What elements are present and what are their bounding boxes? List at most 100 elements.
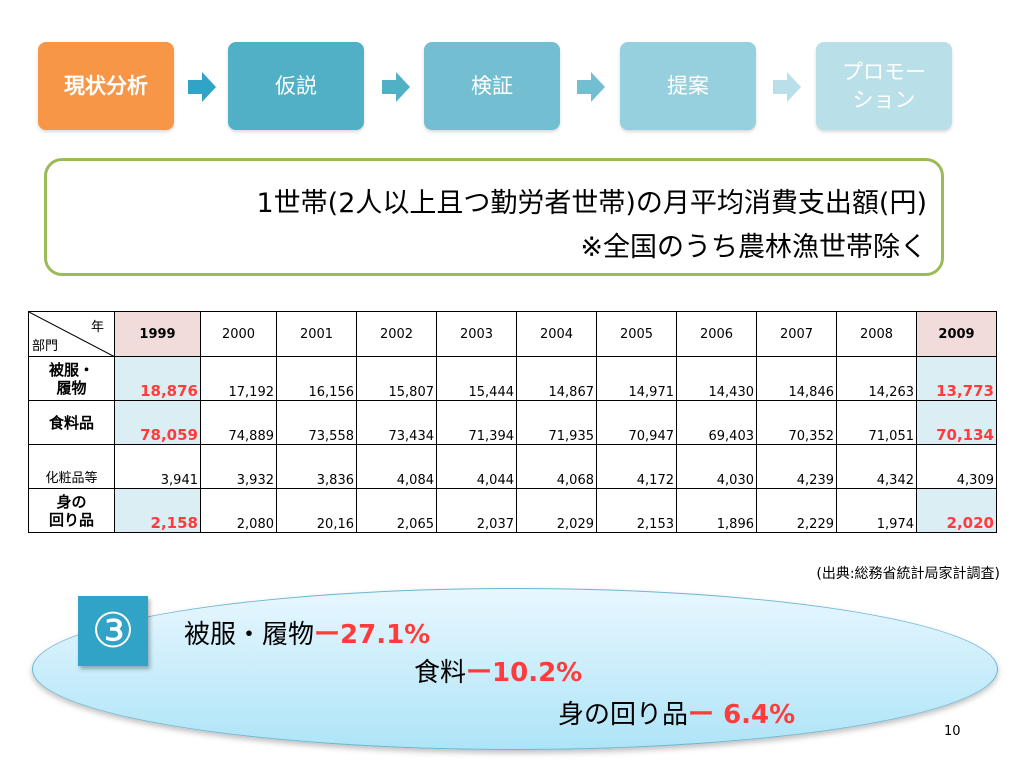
- step-label: 提案: [667, 74, 709, 98]
- value-cell: 70,947: [596, 400, 677, 445]
- step-label: 検証: [471, 74, 513, 98]
- value-cell: 1,896: [676, 488, 757, 533]
- step-label-line1: プロモー: [842, 60, 926, 84]
- category-line1: 食料品: [48, 413, 94, 432]
- row-category: 食料品: [28, 400, 115, 445]
- value-cell: 14,971: [596, 356, 677, 401]
- year-header: 2005: [596, 311, 677, 357]
- value-cell: 14,263: [836, 356, 917, 401]
- value-cell: 1,974: [836, 488, 917, 533]
- step-label: 現状分析: [64, 74, 148, 98]
- diagonal-line: [29, 312, 115, 357]
- value-cell: 18,876: [114, 356, 201, 401]
- table-row: 食料品 78,059 74,889 73,558 73,434 71,394 7…: [28, 400, 997, 445]
- year-header: 2001: [276, 311, 357, 357]
- value-cell: 71,394: [436, 400, 517, 445]
- value-cell: 4,044: [436, 444, 517, 489]
- value-cell: 3,932: [200, 444, 277, 489]
- value-cell: 73,434: [356, 400, 437, 445]
- value-cell: 4,309: [916, 444, 997, 489]
- year-header: 2007: [756, 311, 837, 357]
- value-cell: 4,068: [516, 444, 597, 489]
- summary-item-personal: 身の回り品ー 6.4%: [558, 694, 795, 731]
- value-cell: 70,134: [916, 400, 997, 445]
- step-label: 仮説: [275, 74, 317, 98]
- summary-label: 被服・履物: [184, 620, 315, 650]
- arrow-right-icon: [773, 72, 801, 102]
- value-cell: 15,444: [436, 356, 517, 401]
- value-cell: 17,192: [200, 356, 277, 401]
- value-cell: 4,342: [836, 444, 917, 489]
- step-hypothesis[interactable]: 仮説: [228, 42, 364, 130]
- circled-three-badge: ③: [78, 596, 148, 666]
- value-cell: 15,807: [356, 356, 437, 401]
- value-cell: 4,239: [756, 444, 837, 489]
- corner-cell: 年 部門: [28, 311, 115, 357]
- summary-item-clothing: 被服・履物ー27.1%: [184, 614, 430, 651]
- category-line2: 履物: [56, 378, 87, 397]
- value-cell: 74,889: [200, 400, 277, 445]
- value-cell: 2,037: [436, 488, 517, 533]
- value-cell: 14,430: [676, 356, 757, 401]
- value-cell: 71,935: [516, 400, 597, 445]
- value-cell: 69,403: [676, 400, 757, 445]
- summary-pct: ー27.1%: [314, 620, 431, 650]
- value-cell: 3,941: [114, 444, 201, 489]
- value-cell: 4,084: [356, 444, 437, 489]
- year-header: 2008: [836, 311, 917, 357]
- summary-item-food: 食料ー10.2%: [414, 652, 582, 689]
- arrow-right-icon: [577, 72, 605, 102]
- value-cell: 2,065: [356, 488, 437, 533]
- value-cell: 73,558: [276, 400, 357, 445]
- value-cell: 2,229: [756, 488, 837, 533]
- value-cell: 4,172: [596, 444, 677, 489]
- title-line2: ※全国のうち農林漁世帯除く: [580, 232, 927, 263]
- value-cell: 16,156: [276, 356, 357, 401]
- summary-pct: ー 6.4%: [688, 700, 796, 730]
- category-line1: 化粧品等: [45, 471, 98, 486]
- summary-label: 身の回り品: [558, 700, 689, 730]
- year-header: 2009: [916, 311, 997, 357]
- summary-pct: ー10.2%: [466, 658, 583, 688]
- corner-year-label: 年: [90, 320, 104, 335]
- category-line1: 身の: [56, 492, 87, 511]
- year-header: 2002: [356, 311, 437, 357]
- title-box: 1世帯(2人以上且つ勤労者世帯)の月平均消費支出額(円) ※全国のうち農林漁世帯…: [44, 158, 944, 276]
- step-label-line2: ション: [852, 88, 916, 112]
- value-cell: 3,836: [276, 444, 357, 489]
- year-header: 2006: [676, 311, 757, 357]
- step-promotion[interactable]: プロモー ション: [816, 42, 952, 130]
- table-row: 化粧品等 3,941 3,932 3,836 4,084 4,044 4,068…: [28, 444, 997, 489]
- year-header: 2003: [436, 311, 517, 357]
- category-line1: 被服・: [48, 360, 94, 379]
- step-current-analysis[interactable]: 現状分析: [38, 42, 174, 130]
- value-cell: 71,051: [836, 400, 917, 445]
- step-proposal[interactable]: 提案: [620, 42, 756, 130]
- value-cell: 70,352: [756, 400, 837, 445]
- row-category: 化粧品等: [28, 444, 115, 489]
- page-number: 10: [944, 724, 961, 739]
- spending-table: 年 部門 1999 2000 2001 2002 2003 2004 2005 …: [28, 311, 997, 533]
- value-cell: 20,16: [276, 488, 357, 533]
- arrow-right-icon: [188, 72, 216, 102]
- value-cell: 2,029: [516, 488, 597, 533]
- value-cell: 2,153: [596, 488, 677, 533]
- value-cell: 78,059: [114, 400, 201, 445]
- step-verification[interactable]: 検証: [424, 42, 560, 130]
- title-line1: 1世帯(2人以上且つ勤労者世帯)の月平均消費支出額(円): [256, 188, 928, 219]
- arrow-right-icon: [382, 72, 410, 102]
- table-row: 身の 回り品 2,158 2,080 20,16 2,065 2,037 2,0…: [28, 488, 997, 533]
- summary-label: 食料: [414, 658, 467, 688]
- category-line2: 回り品: [48, 510, 94, 529]
- summary-ellipse: [32, 588, 998, 750]
- value-cell: 4,030: [676, 444, 757, 489]
- corner-category-label: 部門: [32, 339, 59, 354]
- year-header: 1999: [114, 311, 201, 357]
- value-cell: 14,846: [756, 356, 837, 401]
- value-cell: 14,867: [516, 356, 597, 401]
- year-header: 2000: [200, 311, 277, 357]
- row-category: 身の 回り品: [28, 488, 115, 533]
- value-cell: 2,158: [114, 488, 201, 533]
- value-cell: 2,080: [200, 488, 277, 533]
- table-row: 被服・ 履物 18,876 17,192 16,156 15,807 15,44…: [28, 356, 997, 401]
